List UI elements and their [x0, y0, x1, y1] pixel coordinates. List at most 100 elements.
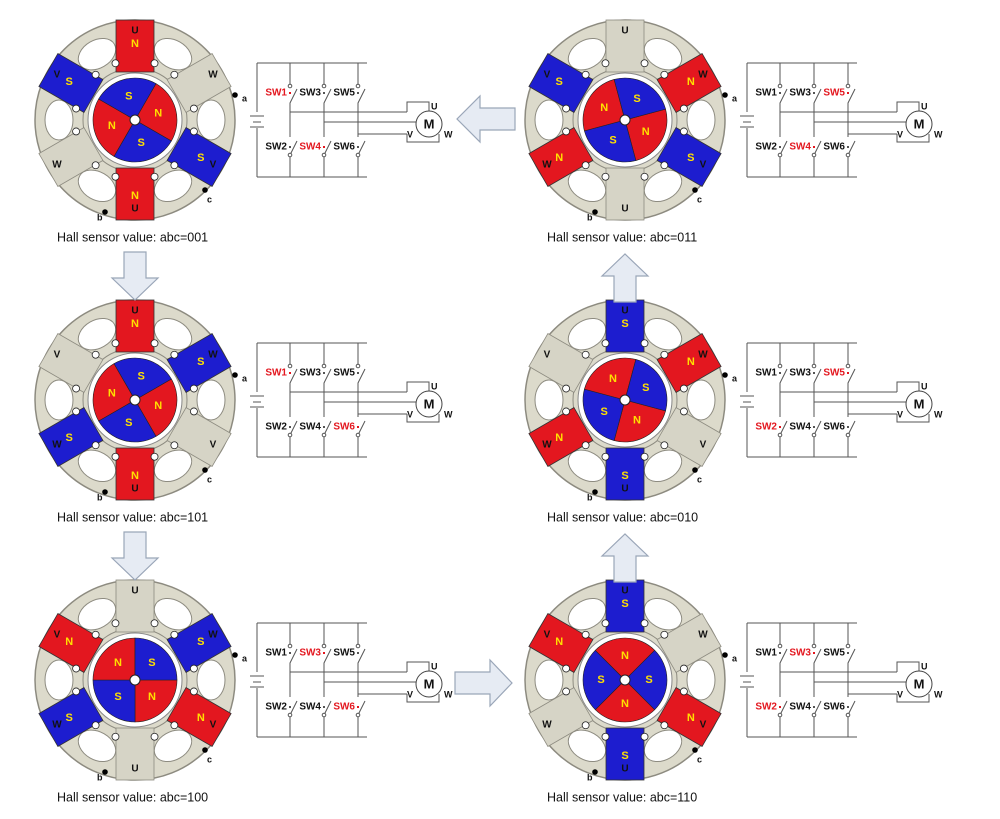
- rotor-pole: [113, 119, 172, 163]
- winding-marker: [170, 721, 179, 730]
- motor-phase-label: U: [921, 661, 928, 671]
- hall-sensor: [202, 187, 208, 193]
- rotor-pole-label: S: [645, 674, 652, 686]
- winding-marker: [150, 172, 159, 181]
- stator-pole: [656, 612, 722, 674]
- switch-label: SW3: [299, 648, 321, 659]
- winding-marker: [91, 70, 100, 79]
- stator-pole: [115, 19, 155, 73]
- switch-state: [289, 652, 291, 654]
- rotor-pole-label: S: [633, 93, 640, 105]
- winding-marker: [660, 721, 669, 730]
- motor-phase-label: W: [444, 129, 453, 139]
- motor-phase-label: W: [444, 409, 453, 419]
- stator-pole-label: S: [621, 318, 628, 330]
- rotor-pole: [613, 399, 666, 443]
- rotor-pole-label: N: [154, 108, 162, 120]
- switch-contact: [845, 363, 851, 369]
- winding-marker: [581, 161, 590, 170]
- winding-marker: [72, 664, 81, 673]
- rotor-pole-label: S: [642, 382, 649, 394]
- stator-pole-label: S: [66, 76, 73, 88]
- switch-state: [847, 372, 849, 374]
- stator-pole-label: S: [556, 76, 563, 88]
- wire: [779, 63, 788, 177]
- switch-state: [813, 92, 815, 94]
- switch-state: [847, 426, 849, 428]
- stator-pole-label: N: [197, 712, 205, 724]
- stator-pole-label: S: [197, 636, 204, 648]
- stator-slot: [534, 659, 564, 701]
- rotor-pole-label: S: [597, 674, 604, 686]
- phase-label: V: [54, 350, 61, 361]
- shaft: [129, 674, 141, 686]
- stator-pole-label: S: [197, 356, 204, 368]
- hall-sensor-label: c: [697, 754, 702, 764]
- stator-slot: [196, 99, 226, 141]
- rotor-pole: [624, 359, 668, 412]
- phase-label: V: [210, 720, 217, 731]
- stator-pole-label: N: [555, 432, 563, 444]
- hall-sensor-label: a: [242, 373, 248, 383]
- stator-pole-label: N: [65, 636, 73, 648]
- switch-contact: [845, 712, 851, 718]
- motor-phase-label: V: [407, 689, 413, 699]
- rotor-pole: [613, 77, 666, 121]
- rotor-pole: [594, 679, 656, 723]
- hall-sensor-label: b: [97, 772, 103, 782]
- stator-slot: [77, 597, 117, 631]
- hall-sensor: [592, 489, 598, 495]
- stator-slot: [77, 317, 117, 351]
- wire: [847, 63, 856, 177]
- winding-marker: [601, 59, 610, 68]
- switch-label: SW6: [823, 142, 845, 153]
- switch-contact: [355, 712, 361, 718]
- wire: [289, 343, 298, 457]
- wire: [323, 623, 332, 737]
- switch-state: [813, 372, 815, 374]
- stator-pole: [605, 167, 645, 221]
- phase-label: W: [52, 160, 62, 171]
- winding-marker: [150, 452, 159, 461]
- switch-label: SW3: [789, 88, 811, 99]
- wire: [256, 62, 367, 178]
- stator-slot: [44, 99, 74, 141]
- motor-panel: N S N S N S N S U U V V W Wa b c Hall sensor value: abc=…: [34, 19, 453, 244]
- stator-pole-label: N: [555, 152, 563, 164]
- stator-slot: [643, 37, 683, 71]
- phase-label: W: [698, 630, 708, 641]
- rotor-pole: [92, 679, 136, 723]
- winding-marker: [640, 732, 649, 741]
- winding-marker: [679, 104, 688, 113]
- hall-sensor-label: a: [732, 373, 738, 383]
- winding-marker: [679, 407, 688, 416]
- winding-marker: [150, 339, 159, 348]
- winding-marker: [111, 172, 120, 181]
- stator-slot: [567, 317, 607, 351]
- switch-contact: [811, 643, 817, 649]
- hall-sensor: [692, 187, 698, 193]
- winding-marker: [170, 350, 179, 359]
- stator-slot: [534, 379, 564, 421]
- rotor-pole: [582, 388, 626, 441]
- stator-pole: [656, 406, 722, 468]
- motor-symbol: [905, 390, 933, 418]
- winding-marker: [150, 59, 159, 68]
- motor-symbol: [905, 670, 933, 698]
- rotor-pole: [134, 679, 178, 723]
- hall-sensor: [202, 747, 208, 753]
- switch-contact: [777, 432, 783, 438]
- winding-marker: [562, 687, 571, 696]
- hall-sensor: [722, 652, 728, 658]
- phase-label: U: [621, 484, 628, 495]
- winding-marker: [111, 59, 120, 68]
- phase-label: U: [131, 204, 138, 215]
- stator-pole: [166, 686, 232, 748]
- winding-marker: [91, 161, 100, 170]
- rotor-pole-label: S: [138, 371, 145, 383]
- switch-contact: [287, 152, 293, 158]
- winding-marker: [640, 452, 649, 461]
- winding-marker: [581, 630, 590, 639]
- winding-marker: [601, 732, 610, 741]
- motor-label: M: [914, 676, 925, 691]
